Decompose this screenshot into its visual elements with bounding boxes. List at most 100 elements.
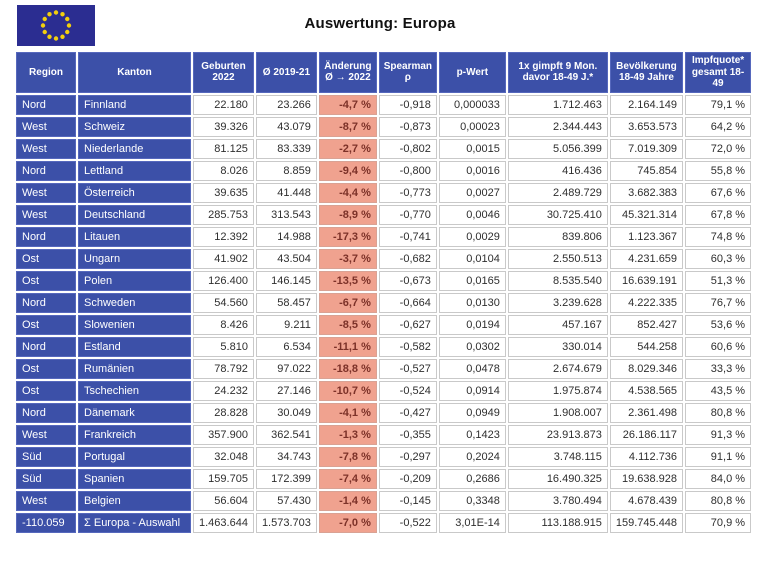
cell-aenderung_2022: -10,7 %	[318, 380, 377, 401]
eu-flag-star	[66, 23, 72, 28]
cell-bevoelkerung_1849: 2.164.149	[609, 94, 684, 115]
cell-p_wert: 0,0015	[438, 138, 506, 159]
cell-geimpft_9mon: 839.806	[507, 226, 608, 247]
cell-impfquote_1849: 67,6 %	[685, 182, 752, 203]
cell-geburten_2022: 285.753	[193, 204, 254, 225]
cell-geburten_2022: 39.635	[193, 182, 254, 203]
cell-impfquote_1849: 80,8 %	[685, 490, 752, 511]
cell-p_wert: 0,2686	[438, 468, 506, 489]
total-row: -110.059 Σ Europa - Auswahl 1.463.644 1.573…	[16, 512, 752, 533]
cell-p_wert: 0,0027	[438, 182, 506, 203]
cell-geimpft_9mon: 1.975.874	[507, 380, 608, 401]
cell-impfquote_1849: 67,8 %	[685, 204, 752, 225]
cell-geimpft_9mon: 16.490.325	[507, 468, 608, 489]
cell-impfquote_1849: 91,3 %	[685, 424, 752, 445]
cell-aenderung_2022: -18,8 %	[318, 358, 377, 379]
cell-region: West	[16, 490, 76, 511]
cell-aenderung_2022: -7,4 %	[318, 468, 377, 489]
cell-aenderung_2022: -8,9 %	[318, 204, 377, 225]
cell-geimpft_9mon: 3.239.628	[507, 292, 608, 313]
cell-bevoelkerung_1849: 745.854	[609, 160, 684, 181]
cell-bevoelkerung_1849: 4.678.439	[609, 490, 684, 511]
cell-avg_2019_21: 23.266	[255, 94, 317, 115]
cell-geimpft_9mon: 3.748.115	[507, 446, 608, 467]
table-row: Nord Litauen 12.392 14.988 -17,3 % -0,741 0,00…	[16, 226, 752, 247]
cell-geimpft_9mon: 2.489.729	[507, 182, 608, 203]
cell-impfquote_1849: 91,1 %	[685, 446, 752, 467]
column-header-spearman_rho: Spearman ρ	[378, 52, 437, 93]
cell-aenderung_2022: -11,1 %	[318, 336, 377, 357]
cell-kanton: Estland	[78, 336, 191, 357]
cell-aenderung_2022: -7,8 %	[318, 446, 377, 467]
cell-spearman_rho: -0,773	[378, 182, 437, 203]
cell-region: Nord	[16, 94, 76, 115]
cell-kanton: Dänemark	[78, 402, 191, 423]
cell-geimpft_9mon: 2.344.443	[507, 116, 608, 137]
cell-avg_2019_21: 14.988	[255, 226, 317, 247]
cell-geimpft_9mon: 2.674.679	[507, 358, 608, 379]
cell-geimpft_9mon: 457.167	[507, 314, 608, 335]
cell-region: Ost	[16, 314, 76, 335]
cell-bevoelkerung_1849: 45.321.314	[609, 204, 684, 225]
table-row: West Niederlande 81.125 83.339 -2,7 % -0,802 0…	[16, 138, 752, 159]
column-header-avg_2019_21: Ø 2019-21	[255, 52, 317, 93]
table-row: Ost Slowenien 8.426 9.211 -8,5 % -0,627 0,0194…	[16, 314, 752, 335]
cell-p_wert: 0,00023	[438, 116, 506, 137]
cell-kanton: Niederlande	[78, 138, 191, 159]
table-row: Ost Polen 126.400 146.145 -13,5 % -0,673 0,016…	[16, 270, 752, 291]
cell-p_wert: 0,0914	[438, 380, 506, 401]
cell-geimpft_9mon: 2.550.513	[507, 248, 608, 269]
cell-bevoelkerung_1849: 159.745.448	[609, 512, 684, 533]
cell-aenderung_2022: -1,4 %	[318, 490, 377, 511]
cell-geburten_2022: 39.326	[193, 116, 254, 137]
cell-spearman_rho: -0,427	[378, 402, 437, 423]
cell-p_wert: 0,0029	[438, 226, 506, 247]
cell-region: Nord	[16, 160, 76, 181]
table-row: West Deutschland 285.753 313.543 -8,9 % -0,77…	[16, 204, 752, 225]
cell-spearman_rho: -0,297	[378, 446, 437, 467]
cell-spearman_rho: -0,627	[378, 314, 437, 335]
table-row: West Belgien 56.604 57.430 -1,4 % -0,145 0,334…	[16, 490, 752, 511]
table-row: Ost Ungarn 41.902 43.504 -3,7 % -0,682 0,0104 2…	[16, 248, 752, 269]
cell-region: Süd	[16, 446, 76, 467]
cell-region: West	[16, 424, 76, 445]
cell-aenderung_2022: -8,7 %	[318, 116, 377, 137]
table-row: Ost Rumänien 78.792 97.022 -18,8 % -0,527 0,04…	[16, 358, 752, 379]
cell-region: Nord	[16, 226, 76, 247]
cell-region: Ost	[16, 380, 76, 401]
eu-flag-star	[53, 10, 59, 15]
cell-kanton: Tschechien	[78, 380, 191, 401]
cell-spearman_rho: -0,800	[378, 160, 437, 181]
cell-p_wert: 0,0130	[438, 292, 506, 313]
cell-region: Süd	[16, 468, 76, 489]
cell-aenderung_2022: -1,3 %	[318, 424, 377, 445]
cell-impfquote_1849: 79,1 %	[685, 94, 752, 115]
column-header-aenderung_2022: Änderung Ø → 2022	[318, 52, 377, 93]
cell-aenderung_2022: -6,7 %	[318, 292, 377, 313]
cell-geburten_2022: 1.463.644	[193, 512, 254, 533]
cell-p_wert: 0,0016	[438, 160, 506, 181]
cell-avg_2019_21: 1.573.703	[255, 512, 317, 533]
cell-spearman_rho: -0,527	[378, 358, 437, 379]
cell-impfquote_1849: 43,5 %	[685, 380, 752, 401]
eu-flag-star	[60, 12, 65, 17]
table-row: West Österreich 39.635 41.448 -4,4 % -0,773 0,…	[16, 182, 752, 203]
cell-geburten_2022: 24.232	[193, 380, 254, 401]
cell-region: Ost	[16, 358, 76, 379]
cell-geburten_2022: 8.026	[193, 160, 254, 181]
cell-impfquote_1849: 70,9 %	[685, 512, 752, 533]
eu-flag-star	[40, 23, 46, 28]
cell-impfquote_1849: 51,3 %	[685, 270, 752, 291]
cell-kanton: Deutschland	[78, 204, 191, 225]
cell-bevoelkerung_1849: 8.029.346	[609, 358, 684, 379]
cell-spearman_rho: -0,524	[378, 380, 437, 401]
cell-geburten_2022: 159.705	[193, 468, 254, 489]
column-header-impfquote_1849: Impfquote* gesamt 18-49	[685, 52, 752, 93]
cell-p_wert: 3,01E-14	[438, 512, 506, 533]
cell-geburten_2022: 22.180	[193, 94, 254, 115]
cell-geimpft_9mon: 8.535.540	[507, 270, 608, 291]
cell-spearman_rho: -0,355	[378, 424, 437, 445]
cell-avg_2019_21: 6.534	[255, 336, 317, 357]
cell-geburten_2022: 54.560	[193, 292, 254, 313]
cell-p_wert: 0,1423	[438, 424, 506, 445]
